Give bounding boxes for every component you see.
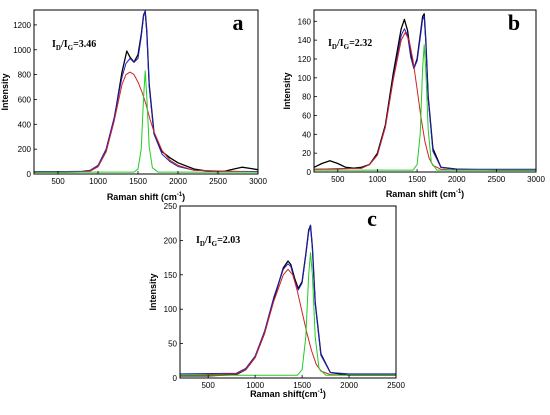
y-tick-label: 400 — [18, 120, 32, 129]
x-tick-label: 500 — [201, 381, 215, 390]
series-line-3 — [180, 252, 396, 376]
panel-b: 500 1000 1500 2000 2500 3000 0 20 40 60 80 100 120 14… — [282, 9, 545, 199]
panel-letter: a — [233, 10, 244, 35]
panel-letter: b — [508, 10, 520, 35]
y-tick-label: 120 — [298, 55, 312, 64]
x-tick-label: 1000 — [89, 177, 107, 186]
panel-a: 500 1000 1500 2000 2500 3000 0 200 400 600 800 1000… — [0, 9, 267, 202]
y-tick-label: 50 — [168, 340, 177, 349]
x-tick-label: 3000 — [527, 175, 545, 184]
plot-frame — [313, 9, 537, 173]
x-tick-label: 500 — [331, 175, 345, 184]
y-axis-label: Intensity — [0, 73, 10, 110]
series-line-2 — [180, 268, 396, 376]
y-tick-label: 0 — [307, 168, 312, 177]
series-group — [34, 10, 258, 173]
y-tick-label: 600 — [18, 95, 32, 104]
series-line-3 — [34, 70, 258, 173]
x-tick-label: 2000 — [448, 175, 466, 184]
y-tick-label: 100 — [164, 305, 178, 314]
y-tick-label: 250 — [164, 202, 178, 211]
x-tick-label: 2000 — [169, 177, 187, 186]
y-tick-label: 1200 — [13, 21, 31, 30]
y-axis-label: Intensity — [282, 72, 292, 109]
x-tick-label: 2500 — [387, 381, 405, 390]
y-axis-label: Intensity — [148, 273, 158, 310]
series-line-1 — [34, 10, 258, 172]
x-axis-label: Raman shift (cm-1) — [107, 192, 185, 202]
series-line-1 — [314, 16, 536, 170]
x-tick-label: 1500 — [293, 381, 311, 390]
series-group — [314, 13, 536, 171]
x-tick-label: 2000 — [340, 381, 358, 390]
y-tick-label: 40 — [302, 130, 311, 139]
x-tick-label: 1500 — [129, 177, 147, 186]
series-line-1 — [180, 224, 396, 375]
y-tick-label: 160 — [298, 17, 312, 26]
y-tick-label: 200 — [164, 236, 178, 245]
x-tick-label: 3000 — [249, 177, 267, 186]
series-line-2 — [34, 71, 258, 173]
id-ig-ratio-label: ID/IG=2.03 — [196, 235, 240, 248]
series-group — [180, 224, 396, 377]
y-tick-label: 800 — [18, 71, 32, 80]
series-line-3 — [314, 44, 536, 171]
y-tick-label: 0 — [173, 374, 178, 383]
id-ig-ratio-label: ID/IG=3.46 — [52, 39, 96, 52]
x-axis-label: Raman shift(cm-1) — [250, 389, 326, 399]
y-tick-label: 100 — [298, 74, 312, 83]
x-tick-label: 1000 — [369, 175, 387, 184]
y-tick-label: 150 — [164, 271, 178, 280]
panel-letter: c — [367, 206, 377, 231]
panel-c: 500 1000 1500 2000 2500 0 50 100 150 200 250 Raman … — [148, 202, 405, 399]
x-tick-label: 1500 — [408, 175, 426, 184]
x-axis-label: Raman shift (cm-1) — [386, 189, 464, 199]
plot-frame — [179, 205, 397, 379]
x-tick-label: 2500 — [487, 175, 505, 184]
y-tick-label: 200 — [18, 145, 32, 154]
x-tick-label: 500 — [51, 177, 65, 186]
y-tick-label: 1000 — [13, 46, 31, 55]
y-tick-label: 20 — [302, 149, 311, 158]
y-tick-label: 0 — [27, 170, 32, 179]
plot-frame — [33, 9, 259, 175]
x-tick-label: 1000 — [246, 381, 264, 390]
y-tick-label: 140 — [298, 36, 312, 45]
y-tick-label: 80 — [302, 93, 311, 102]
id-ig-ratio-label: ID/IG=2.32 — [328, 38, 372, 51]
y-tick-label: 60 — [302, 111, 311, 120]
x-tick-label: 2500 — [209, 177, 227, 186]
